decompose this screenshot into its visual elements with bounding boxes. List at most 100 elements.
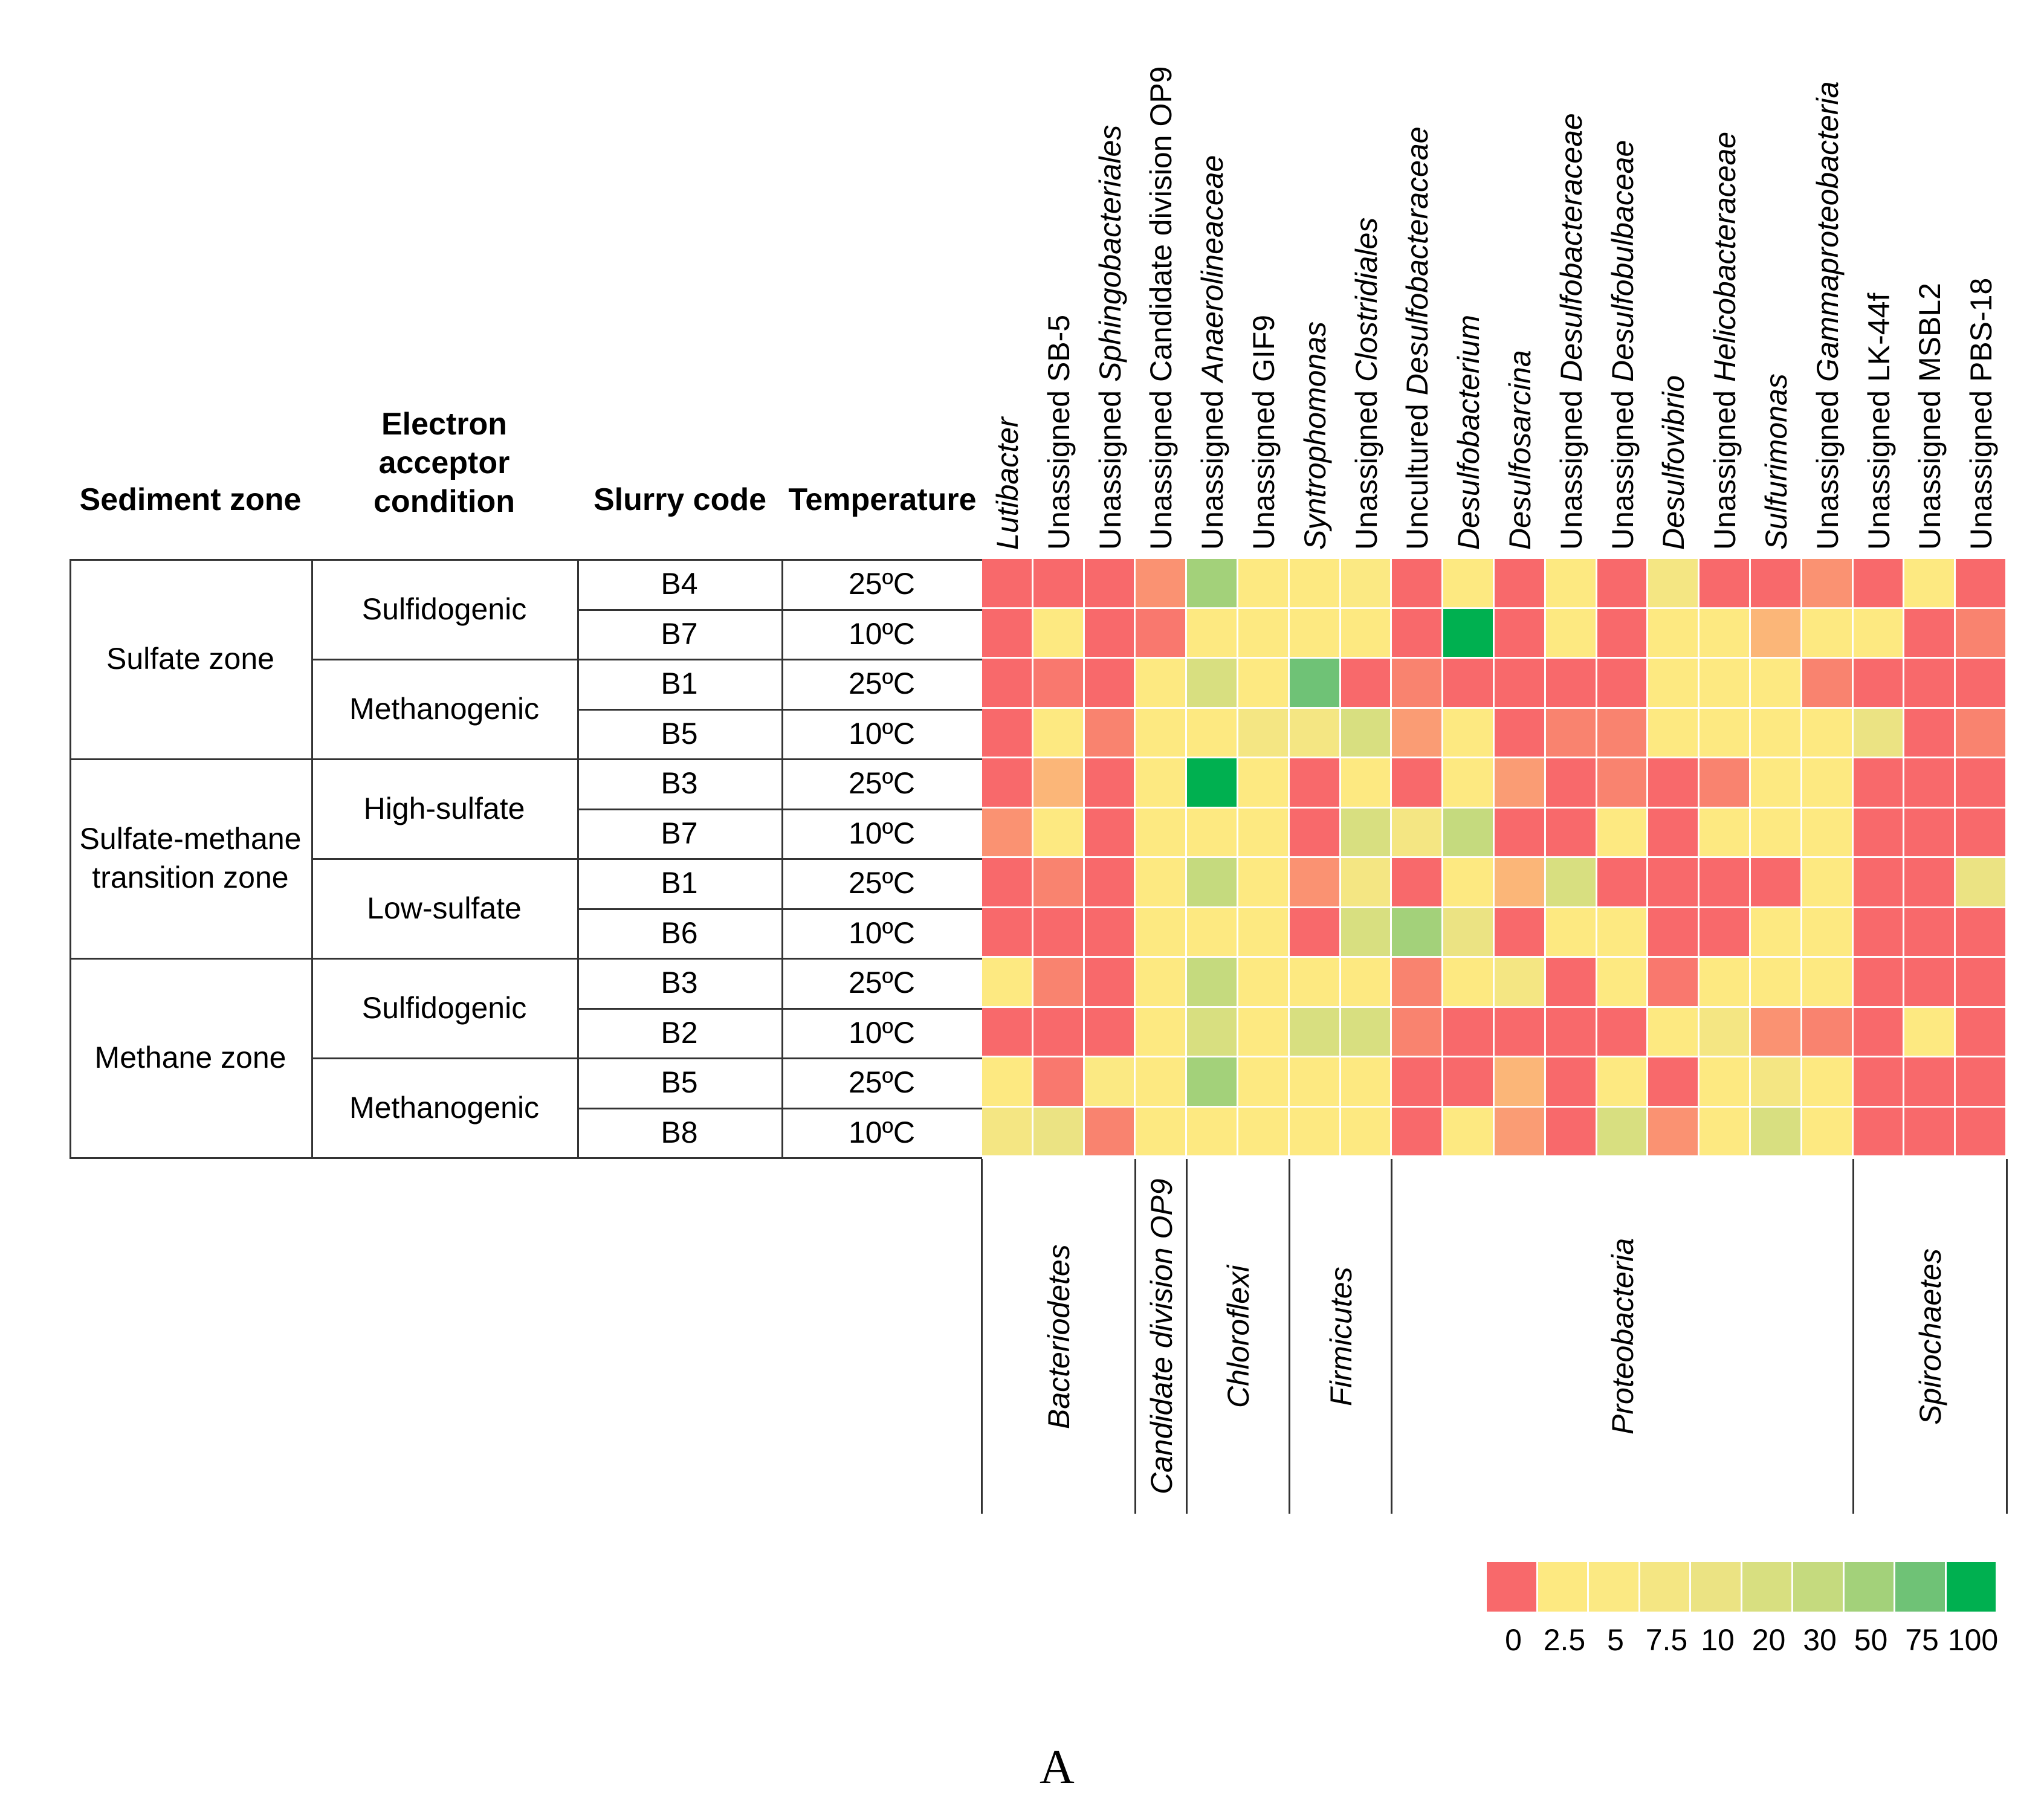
heatmap-cell — [1238, 1007, 1288, 1056]
heatmap-cell — [1289, 659, 1339, 707]
phylum-divider — [1186, 1159, 1188, 1514]
column-label: Unassigned Desulfobulbaceae — [1606, 140, 1640, 550]
legend-swatch — [1691, 1562, 1741, 1612]
slurry-code-cell: B7 — [661, 616, 698, 651]
slurry-code-cell: B5 — [661, 1065, 698, 1100]
temperature-cell: 10ºC — [849, 716, 915, 751]
column-label-taxon: Clostridiales — [1349, 217, 1383, 383]
legend-swatch — [1640, 1562, 1689, 1612]
heatmap-cell — [982, 1107, 1032, 1155]
column-label: Unassigned LK-44f — [1862, 293, 1896, 550]
phylum-label: Spirochaetes — [1913, 1248, 1947, 1425]
heatmap-cell — [1700, 908, 1749, 956]
heatmap-cell — [1853, 908, 1903, 956]
heatmap-cell — [1392, 1007, 1442, 1056]
heatmap-cell — [1545, 659, 1596, 707]
heatmap-cell — [1187, 559, 1237, 607]
heatmap-cell — [1289, 808, 1339, 856]
heatmap-cell — [982, 858, 1032, 906]
column-label-prefix: Unassigned — [1195, 382, 1230, 550]
heatmap-cell — [1392, 609, 1442, 657]
heatmap-cell — [1341, 958, 1391, 1006]
heatmap-cell — [1443, 1107, 1493, 1155]
heatmap-cell — [1545, 1057, 1596, 1106]
heatmap-cell — [1443, 808, 1493, 856]
column-label-taxon: Helicobacteraceae — [1708, 131, 1742, 383]
heatmap-cell — [1751, 1007, 1800, 1056]
heatmap-cell — [1392, 1057, 1442, 1106]
heatmap-cell — [1084, 908, 1134, 956]
heatmap-cell — [1187, 708, 1237, 757]
heatmap-cell — [1136, 908, 1186, 956]
heatmap-cell — [1341, 1007, 1391, 1056]
phylum-divider — [1134, 1159, 1137, 1514]
heatmap-cell — [1495, 1057, 1544, 1106]
heatmap-cell — [1597, 758, 1647, 807]
heatmap-cell — [1597, 1107, 1647, 1155]
column-label: Unassigned Desulfobacteraceae — [1554, 113, 1588, 550]
heatmap-cell — [982, 659, 1032, 707]
heatmap-cell — [1033, 758, 1083, 807]
heatmap-cell — [1392, 659, 1442, 707]
heatmap-cell — [1751, 808, 1800, 856]
heatmap-cell — [1289, 858, 1339, 906]
heatmap-cell — [1904, 758, 1955, 807]
heatmap-cell — [1802, 659, 1852, 707]
heatmap-cell — [1084, 858, 1134, 906]
column-label-taxon: Gammaproteobacteria — [1810, 81, 1845, 383]
heatmap-cell — [1700, 858, 1749, 906]
heatmap-cell — [1597, 908, 1647, 956]
column-label-taxon: Sphingobacteriales — [1093, 124, 1127, 383]
temperature-cell: 10ºC — [849, 616, 915, 651]
legend-tick-label: 7.5 — [1645, 1623, 1688, 1657]
heatmap-cell — [1341, 609, 1391, 657]
legend-swatch — [1895, 1562, 1945, 1612]
legend-swatch — [1487, 1562, 1536, 1612]
heatmap-cell — [982, 958, 1032, 1006]
header-temperature: Temperature — [788, 482, 977, 517]
header-electron-acceptor: Electron acceptor condition — [374, 407, 515, 519]
column-label-taxon: Desulfovibrio — [1657, 375, 1691, 550]
temperature-cell: 10ºC — [849, 1015, 915, 1050]
heatmap-cell — [1956, 1057, 2005, 1106]
heatmap-cell — [1084, 1057, 1134, 1106]
legend-swatch — [1844, 1562, 1894, 1612]
heatmap-cell — [1751, 1057, 1800, 1106]
heatmap-cell — [1802, 708, 1852, 757]
heatmap-cell — [1443, 958, 1493, 1006]
heatmap-cell — [1033, 1057, 1083, 1106]
slurry-code-cell: B5 — [661, 716, 698, 751]
row-separator — [577, 808, 982, 810]
heatmap-cell — [1802, 758, 1852, 807]
column-label: Unassigned GIF9 — [1247, 315, 1281, 550]
heatmap-cell — [1392, 1107, 1442, 1155]
heatmap-cell — [1084, 708, 1134, 757]
column-label: Unassigned Helicobacteraceae — [1708, 132, 1742, 550]
heatmap-cell — [1136, 559, 1186, 607]
heatmap-cell — [1084, 1107, 1134, 1155]
slurry-code-cell: B4 — [661, 567, 698, 601]
legend-swatch — [1946, 1562, 1996, 1612]
heatmap-cell — [1545, 1007, 1596, 1056]
heatmap-cell — [1341, 1057, 1391, 1106]
heatmap-cell — [1495, 1107, 1544, 1155]
row-separator — [577, 1007, 982, 1010]
heatmap-cell — [1597, 1007, 1647, 1056]
heatmap-cell — [1648, 808, 1698, 856]
heatmap-cell — [1956, 609, 2005, 657]
column-label: Unassigned Gammaproteobacteria — [1811, 82, 1845, 550]
slurry-code-cell: B8 — [661, 1115, 698, 1149]
heatmap-cell — [1392, 958, 1442, 1006]
heatmap-cell — [1751, 609, 1800, 657]
heatmap-cell — [1751, 559, 1800, 607]
heatmap-cell — [1597, 808, 1647, 856]
condition-label: Methanogenic — [349, 691, 540, 726]
heatmap-cell — [1443, 609, 1493, 657]
phylum-divider — [2006, 1159, 2008, 1514]
heatmap-cell — [1853, 1007, 1903, 1056]
heatmap-cell — [1700, 758, 1749, 807]
heatmap-cell — [1084, 659, 1134, 707]
heatmap-cell — [1443, 908, 1493, 956]
condition-label: Low-sulfate — [367, 891, 522, 925]
legend-tick-label: 2.5 — [1543, 1623, 1586, 1657]
